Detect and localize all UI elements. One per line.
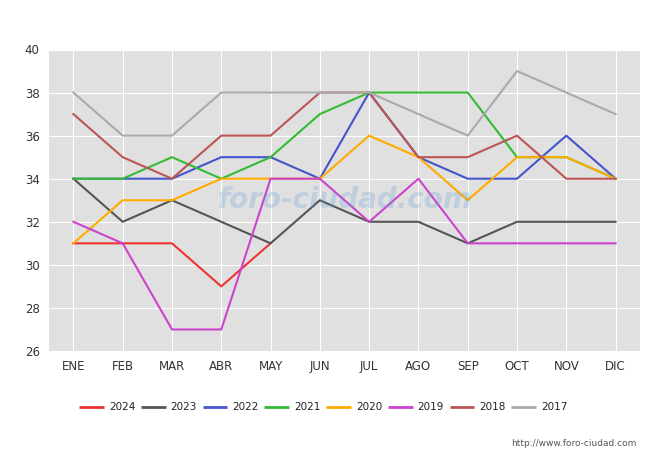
Text: 2018: 2018 xyxy=(480,402,506,412)
Text: 2020: 2020 xyxy=(356,402,382,412)
Text: 2024: 2024 xyxy=(109,402,135,412)
Text: 2023: 2023 xyxy=(170,402,197,412)
Text: 2022: 2022 xyxy=(233,402,259,412)
Text: http://www.foro-ciudad.com: http://www.foro-ciudad.com xyxy=(512,439,637,448)
Text: 2021: 2021 xyxy=(294,402,320,412)
Text: 2019: 2019 xyxy=(417,402,444,412)
Text: foro-ciudad.com: foro-ciudad.com xyxy=(217,186,472,214)
Text: Afiliados en Villar del Cobo a 31/5/2024: Afiliados en Villar del Cobo a 31/5/2024 xyxy=(147,11,503,29)
Text: 2017: 2017 xyxy=(541,402,567,412)
